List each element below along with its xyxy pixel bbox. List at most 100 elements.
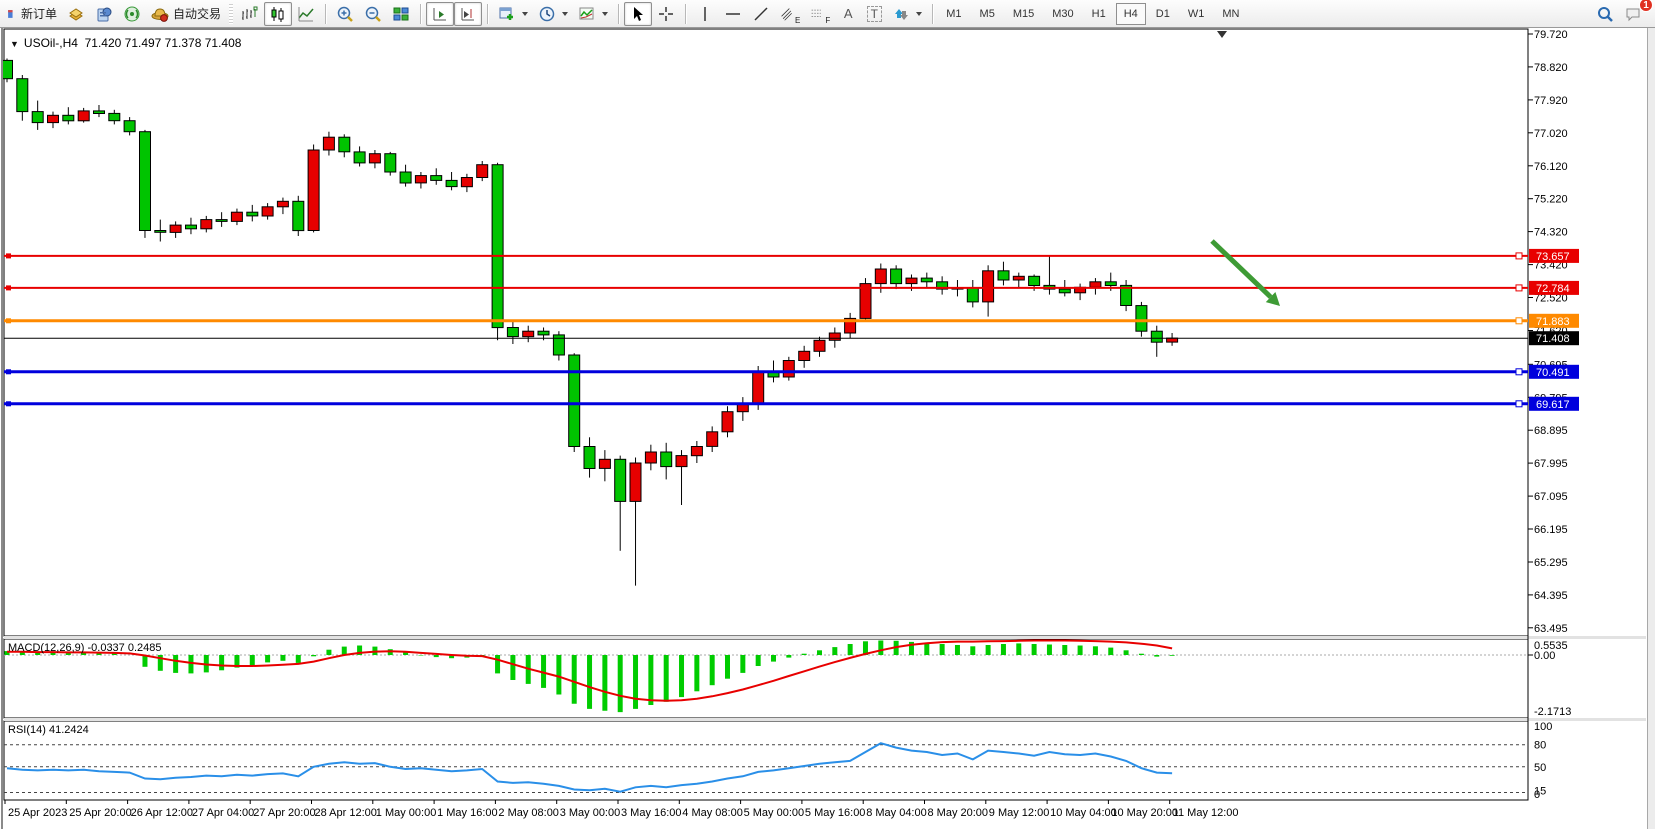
svg-text:-2.1713: -2.1713 [1534,706,1571,718]
data-window-button[interactable] [90,2,118,26]
svg-text:72.784: 72.784 [1536,283,1570,295]
chart-collapse-icon[interactable]: ▼ [10,39,19,49]
chart-canvas[interactable]: 79.720 78.820 77.920 77.020 76.120 75.220 74.3… [0,28,1655,829]
timeframe-M5[interactable]: M5 [979,7,995,20]
svg-text:10 May 20:00: 10 May 20:00 [1111,807,1178,819]
fibonacci-button[interactable]: F [805,2,835,26]
candlestick-chart-button[interactable] [264,1,293,26]
chevron-down-icon [602,11,609,16]
horizontal-line-icon [726,12,741,15]
svg-text:5 May 16:00: 5 May 16:00 [805,807,866,819]
timeframe-H1[interactable]: H1 [1091,7,1106,20]
cursor-button[interactable] [624,1,653,26]
new-order-button[interactable]: 新订单 [2,2,62,26]
zoom-out-button[interactable] [359,2,387,26]
autotrading-label: 自动交易 [173,7,222,21]
rsi-axis[interactable]: 100 80 50 150 [1534,721,1552,801]
autotrading-button[interactable]: 自动交易 [146,2,226,26]
svg-text:64.395: 64.395 [1534,590,1568,602]
svg-text:73.657: 73.657 [1536,251,1570,263]
rsi-name: RSI(14) [8,724,46,736]
text-label-button[interactable]: T [861,2,887,26]
svg-text:75.220: 75.220 [1534,194,1568,206]
new-order-icon [8,9,13,18]
fibonacci-icon [811,9,822,17]
crosshair-button[interactable] [652,2,680,26]
timeframe-W1[interactable]: W1 [1187,7,1205,20]
auto-scroll-button[interactable] [426,1,455,26]
toolbar-grip [229,3,234,24]
vertical-line-button[interactable] [691,2,719,26]
trend-arrow-annotation[interactable] [1210,239,1280,306]
zoom-in-icon [337,6,353,22]
channel-letter: E [795,15,801,25]
tile-windows-button[interactable] [387,2,415,26]
text-tool-icon: A [843,6,853,21]
new-chart-icon [499,7,514,20]
text-button[interactable]: A [835,2,861,26]
zoom-out-icon [365,6,381,22]
svg-text:0.00: 0.00 [1534,650,1555,662]
macd-values: -0.0337 0.2485 [87,642,162,654]
timeframe-D1[interactable]: D1 [1155,7,1170,20]
svg-text:3 May 00:00: 3 May 00:00 [560,807,621,819]
market-watch-button[interactable] [62,2,90,26]
svg-text:2 May 08:00: 2 May 08:00 [498,807,559,819]
svg-text:67.095: 67.095 [1534,491,1568,503]
rsi-value: 41.2424 [48,724,89,736]
arrows-tool-icon [895,8,909,20]
notifications-button[interactable]: 1 [1619,0,1653,26]
svg-text:63.495: 63.495 [1534,623,1568,635]
new-chart-button[interactable] [493,2,533,26]
periods-button[interactable] [533,2,573,26]
indicators-button[interactable] [573,2,613,26]
timeframe-MN[interactable]: MN [1222,7,1240,20]
arrows-button[interactable] [887,2,927,26]
chart-shift-marker[interactable] [1217,31,1227,38]
price-axis[interactable]: 79.720 78.820 77.920 77.020 76.120 75.220 74.3… [1528,29,1579,635]
timeframe-M1[interactable]: M1 [946,7,962,20]
toolbar-separator [618,3,620,24]
chevron-down-icon [562,11,569,16]
window-right-scroll-strip[interactable] [1647,28,1655,829]
svg-text:69.617: 69.617 [1536,399,1570,411]
equidistant-channel-button[interactable]: E [775,2,805,26]
timeframe-M30[interactable]: M30 [1052,7,1074,20]
window-left-edge [1,28,3,829]
svg-text:0: 0 [1534,789,1540,801]
macd-histogram [4,640,1175,713]
svg-text:5 May 00:00: 5 May 00:00 [744,807,805,819]
signal-icon [124,6,140,21]
bar-chart-icon [242,6,258,20]
svg-text:77.920: 77.920 [1534,95,1568,107]
candlestick-chart-icon [271,6,284,22]
svg-text:3 May 16:00: 3 May 16:00 [621,807,682,819]
autotrade-hat-icon [151,7,169,22]
rsi-label: RSI(14) 41.2424 [8,724,89,736]
search-button[interactable] [1591,2,1619,26]
signals-button[interactable] [118,2,146,26]
bar-chart-button[interactable] [236,2,264,26]
level-lines[interactable] [4,252,1528,408]
chevron-down-icon [916,11,923,16]
zoom-in-button[interactable] [331,2,359,26]
main-toolbar: 新订单 自动交易 [0,0,1655,28]
svg-text:9 May 12:00: 9 May 12:00 [989,807,1050,819]
chart-symbol-period: USOil-,H4 [23,36,78,50]
svg-text:74.320: 74.320 [1534,227,1568,239]
line-chart-button[interactable] [292,2,320,26]
timeframe-M15[interactable]: M15 [1012,7,1035,20]
line-chart-icon [298,6,314,21]
trendline-button[interactable] [747,2,775,26]
svg-text:0.5535: 0.5535 [1534,640,1568,652]
chart-window[interactable]: ▼ USOil-,H4 71.420 71.497 71.378 71.408 M… [0,28,1655,829]
toolbar-separator [685,3,687,24]
svg-text:4 May 08:00: 4 May 08:00 [682,807,743,819]
svg-text:71.408: 71.408 [1536,333,1570,345]
timeframe-H4[interactable]: H4 [1115,2,1146,25]
horizontal-line-button[interactable] [719,2,747,26]
chart-shift-button[interactable] [454,1,483,26]
